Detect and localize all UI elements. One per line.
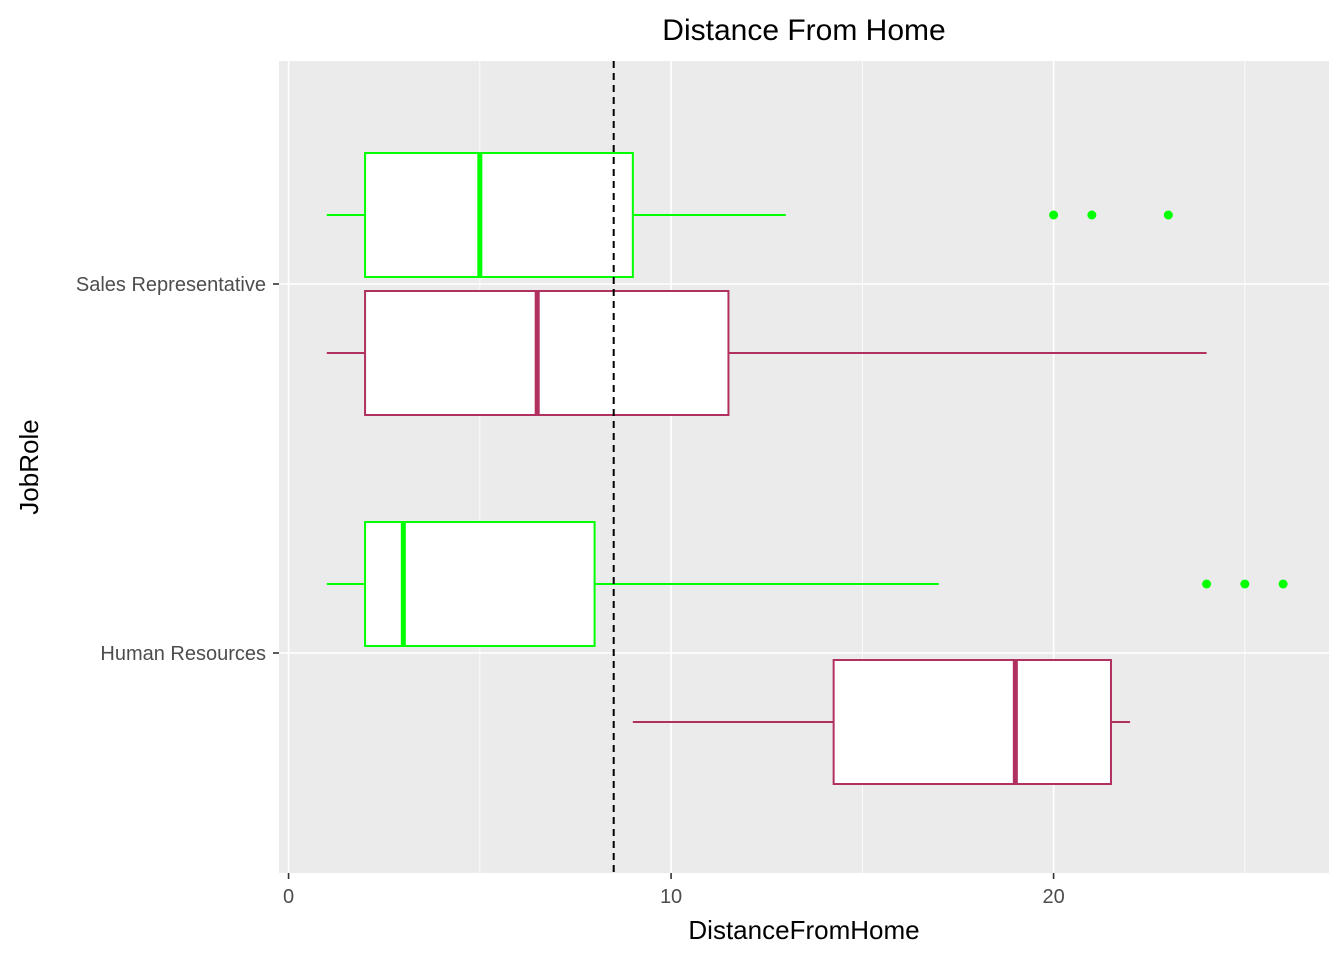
outlier-point (1278, 579, 1288, 589)
box-iqr (364, 521, 596, 647)
box-iqr (832, 659, 1112, 785)
box-group-human-resources-lower (632, 659, 1131, 785)
boxes (326, 152, 1288, 785)
outlier-point (1049, 210, 1059, 220)
box-iqr (364, 290, 730, 416)
chart-title: Distance From Home (662, 14, 945, 47)
x-tick-label: 10 (660, 886, 682, 908)
outlier-point (1163, 210, 1173, 220)
box-iqr (364, 152, 634, 278)
box-group-human-resources-upper (326, 521, 1288, 647)
outlier-point (1087, 210, 1097, 220)
axes: 0 10 20 Sales Representative Human Resources (76, 274, 1065, 908)
y-tick-label: Sales Representative (76, 274, 266, 296)
box-group-sales-representative-lower (326, 290, 1207, 416)
x-tick-label: 0 (283, 886, 294, 908)
x-tick-label: 20 (1042, 886, 1064, 908)
x-axis-title: DistanceFromHome (688, 915, 919, 945)
outlier-point (1202, 579, 1212, 589)
y-axis-title: JobRole (14, 419, 44, 514)
box-group-sales-representative-upper (326, 152, 1173, 278)
y-tick-label: Human Resources (100, 643, 266, 665)
outlier-point (1240, 579, 1250, 589)
